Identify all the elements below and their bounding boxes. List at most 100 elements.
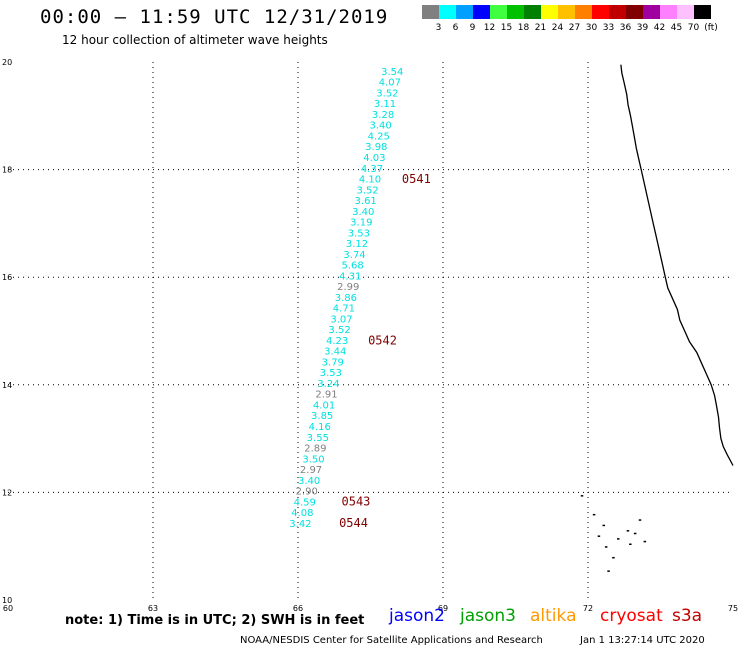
wave-height-label: 3.85 (311, 411, 333, 422)
wave-height-label: 3.44 (324, 347, 346, 358)
satellite-jason2: jason2 (389, 606, 445, 626)
wave-height-label: 4.03 (363, 153, 385, 164)
wave-height-label: 4.01 (313, 400, 335, 411)
wave-height-label: 2.97 (300, 465, 322, 476)
satellite-jason3: jason3 (460, 606, 516, 626)
legend-label: 33 (602, 23, 615, 33)
legend-swatch (694, 5, 711, 19)
island-mark (629, 543, 632, 546)
island-mark (612, 556, 615, 559)
wave-height-label: 3.74 (343, 250, 365, 261)
wave-height-label: 3.40 (298, 476, 320, 487)
wave-height-label: 3.55 (307, 433, 329, 444)
footer-note: note: 1) Time is in UTC; 2) SWH is in fe… (65, 613, 365, 628)
legend-swatch (677, 5, 694, 19)
wave-height-label: 3.24 (317, 379, 339, 390)
island-mark (617, 538, 620, 540)
wave-height-label: 4.08 (291, 508, 313, 519)
x-tick-label: 69 (438, 604, 448, 613)
island-mark (580, 495, 584, 497)
time-label: 0544 (339, 516, 368, 530)
island-mark (643, 540, 647, 543)
legend-swatch (456, 5, 473, 19)
time-label: 0542 (368, 333, 397, 347)
map-tick-labels: 60 63 66 69 72 75 10 12 14 16 18 20 (2, 58, 738, 613)
wave-height-label: 3.52 (328, 325, 350, 336)
legend-label: 24 (551, 23, 564, 33)
time-labels: 0541 0542 0543 0544 (339, 172, 431, 530)
map-grid (8, 62, 733, 600)
legend-label: 6 (452, 23, 459, 33)
wave-height-label: 3.40 (370, 121, 392, 132)
x-tick-label: 75 (728, 604, 738, 613)
y-tick-label: 14 (2, 381, 12, 390)
wave-height-label: 3.53 (348, 228, 370, 239)
wave-height-label: 2.99 (337, 282, 359, 293)
legend-swatch (507, 5, 524, 19)
legend-swatch (422, 5, 439, 19)
wave-height-label: 4.71 (333, 304, 355, 315)
wave-height-label: 3.40 (352, 207, 374, 218)
coastline (580, 64, 734, 572)
legend-label: 9 (469, 23, 476, 33)
island-mark (602, 524, 605, 527)
y-tick-label: 16 (2, 273, 12, 282)
satellite-cryosat: cryosat (600, 606, 663, 626)
wave-height-label: 2.91 (315, 390, 337, 401)
satellite-altika: altika (530, 606, 577, 626)
wave-height-label: 3.52 (376, 88, 398, 99)
island-mark (638, 519, 642, 521)
legend-label: 3 (435, 23, 442, 33)
wave-height-label: 4.23 (326, 336, 348, 347)
chart-subtitle: 12 hour collection of altimeter wave hei… (62, 33, 328, 47)
legend-swatch (643, 5, 660, 19)
wave-height-label: 3.28 (372, 110, 394, 121)
legend-swatch (592, 5, 609, 19)
x-tick-label: 60 (3, 604, 13, 613)
wave-height-label: 3.98 (365, 142, 387, 153)
wave-height-label: 5.68 (341, 261, 363, 272)
wave-height-label: 3.42 (289, 519, 311, 530)
legend-swatch (439, 5, 456, 19)
x-tick-label: 63 (148, 604, 158, 613)
coastline-path (620, 64, 734, 466)
wave-height-label: 3.52 (356, 185, 378, 196)
island-mark (607, 570, 610, 572)
wave-height-label: 3.12 (346, 239, 368, 250)
time-label: 0541 (402, 172, 431, 186)
wave-height-labels: 3.544.073.523.113.283.404.253.984.034.37… (289, 67, 403, 530)
legend-swatch (660, 5, 677, 19)
wave-height-label: 2.89 (304, 444, 326, 455)
legend-swatch (473, 5, 490, 19)
legend-swatch (575, 5, 592, 19)
legend-swatch (626, 5, 643, 19)
wave-height-label: 3.53 (320, 368, 342, 379)
wave-height-label: 4.31 (339, 271, 361, 282)
credit-text: NOAA/NESDIS Center for Satellite Applica… (240, 635, 543, 646)
legend-swatch (558, 5, 575, 19)
legend-label: 39 (636, 23, 649, 33)
wave-height-label: 3.07 (330, 314, 352, 325)
wave-height-label: 4.07 (379, 78, 401, 89)
legend-label: 42 (653, 23, 666, 33)
timestamp-text: Jan 1 13:27:14 UTC 2020 (580, 635, 705, 646)
time-label: 0543 (342, 494, 371, 508)
wave-height-label: 4.59 (294, 497, 316, 508)
wave-height-label: 2.90 (296, 487, 318, 498)
legend-label: 18 (517, 23, 530, 33)
wave-height-label: 4.37 (361, 164, 383, 175)
legend-label: 30 (585, 23, 598, 33)
legend-label: 21 (534, 23, 547, 33)
legend-label: 70 (687, 23, 700, 33)
legend-label: 45 (670, 23, 683, 33)
wave-height-label: 3.19 (350, 218, 372, 229)
wave-height-label: 4.10 (359, 175, 381, 186)
legend-unit: (ft) (704, 23, 718, 33)
y-tick-label: 20 (2, 58, 12, 67)
legend-swatch (609, 5, 626, 19)
wave-height-label: 3.11 (374, 99, 396, 110)
legend-swatch (524, 5, 541, 19)
x-tick-label: 72 (583, 604, 593, 613)
legend-label: 15 (500, 23, 513, 33)
y-tick-label: 10 (2, 596, 12, 605)
